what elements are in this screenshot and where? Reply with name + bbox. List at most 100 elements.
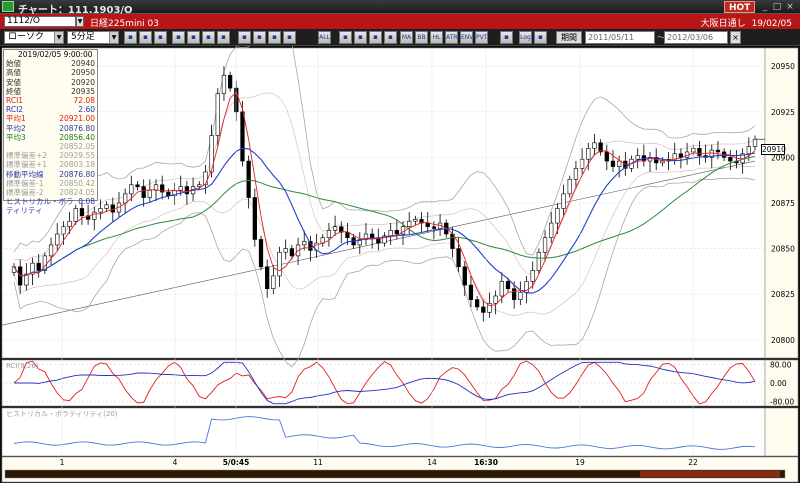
candle-body: [752, 138, 758, 147]
minimize-icon[interactable]: _: [762, 2, 768, 12]
chevron-down-icon[interactable]: ▼: [54, 32, 63, 43]
rci-tick: 0.00: [770, 379, 787, 388]
time-tick: 16:30: [474, 458, 498, 467]
tool-icon[interactable]: ▪: [500, 31, 513, 44]
info-label: 標準偏差-1: [6, 178, 44, 188]
candle-body: [481, 306, 486, 313]
list-icon[interactable]: ▪: [124, 31, 137, 44]
candle-body: [271, 275, 276, 290]
chevron-down-icon[interactable]: ▼: [76, 16, 84, 27]
info-row: 終値 20935: [4, 87, 97, 96]
candle-body: [234, 87, 239, 113]
price-tick: 20950: [771, 62, 795, 71]
scale-icon[interactable]: ▪: [534, 31, 547, 44]
hot-button[interactable]: HOT: [724, 1, 756, 13]
interval-select[interactable]: 5分足 ▼: [67, 31, 119, 44]
candle-body: [394, 230, 399, 235]
bb-icon[interactable]: BB: [415, 31, 428, 44]
info-row: 移動平均線 20876.80: [4, 170, 97, 179]
info-value: 20856.40: [59, 132, 95, 142]
candle-body: [123, 193, 128, 204]
color-icon[interactable]: ▪: [384, 31, 397, 44]
chart-type-select[interactable]: ローソク ▼: [4, 31, 64, 44]
time-tick: 1: [60, 458, 65, 467]
info-value: 2.60: [78, 105, 95, 115]
info-value: 20876.80: [59, 169, 95, 179]
chart-area[interactable]: 20950 20925 20900 20875 20850 20825 20800 80.00…: [0, 12, 800, 483]
from-date-field[interactable]: 2011/05/11: [585, 31, 655, 44]
zoom-out-icon[interactable]: ▪: [154, 31, 167, 44]
pen-icon[interactable]: ▪: [268, 31, 281, 44]
candle-body: [715, 149, 721, 153]
candle-body: [635, 155, 640, 160]
candle-body: [413, 219, 418, 222]
to-date-field[interactable]: 2012/03/06: [664, 31, 728, 44]
close-icon[interactable]: ×: [786, 2, 794, 12]
info-row: RCI2 2.60: [4, 105, 97, 114]
candle-body: [617, 160, 622, 167]
candle-body: [332, 226, 338, 231]
pattern-icon[interactable]: ▪: [354, 31, 367, 44]
current-price-label: 20910: [761, 144, 786, 155]
candle-body: [283, 248, 288, 253]
rci-axis-bg: [764, 359, 799, 407]
candle-body: [92, 211, 97, 220]
info-row: 標準偏差+1 20803.18: [4, 160, 97, 169]
title-bar: チャート：111.1903/O HOT _ □ ×: [0, 0, 800, 16]
line-icon[interactable]: ▪: [283, 31, 296, 44]
pvt-icon[interactable]: PVT: [475, 31, 488, 44]
atr-icon[interactable]: ATR: [445, 31, 458, 44]
candle-body: [512, 288, 517, 300]
chevron-down-icon[interactable]: ▼: [109, 32, 118, 43]
info-row: 標準偏差-2 20824.05: [4, 188, 97, 197]
zoom-in-icon[interactable]: ▪: [139, 31, 152, 44]
candle-body: [604, 151, 609, 162]
env-icon[interactable]: ENV: [460, 31, 473, 44]
info-label: ヒストリカル・ボラティリティ: [6, 197, 74, 216]
color-icon[interactable]: ▪: [369, 31, 382, 44]
info-label: RCI2: [6, 105, 24, 115]
grid-icon[interactable]: ▪: [217, 31, 230, 44]
candle-body: [660, 160, 665, 164]
log-icon[interactable]: Log: [519, 31, 532, 44]
candle-body: [363, 233, 369, 240]
candle-body: [592, 142, 597, 149]
ma3-line: [13, 155, 756, 277]
candle-body: [277, 251, 282, 277]
chart-svg[interactable]: 20950 20925 20900 20875 20850 20825 20800 80.00…: [0, 12, 800, 483]
hl-icon[interactable]: HL: [430, 31, 443, 44]
cursor-icon[interactable]: ▪: [253, 31, 266, 44]
clear-date-icon[interactable]: ×: [730, 31, 741, 44]
candle-body: [240, 111, 245, 162]
bars-icon[interactable]: ▪: [238, 31, 251, 44]
price-tick: 20825: [771, 290, 795, 299]
chart-type-value: ローソク: [8, 32, 45, 42]
candle-body: [505, 281, 511, 290]
chart-icon[interactable]: ▪: [202, 31, 215, 44]
chart-icon[interactable]: ▪: [172, 31, 185, 44]
candle-body: [221, 75, 227, 94]
candle-body: [462, 266, 467, 286]
arrows-icon[interactable]: ▪: [187, 31, 200, 44]
info-value: 20850.42: [59, 178, 95, 188]
candle-body: [166, 191, 171, 197]
maximize-icon[interactable]: □: [772, 2, 782, 12]
candle-body: [474, 299, 480, 308]
time-tick: 22: [688, 458, 698, 467]
candle-body: [73, 208, 78, 222]
price-tick: 20900: [771, 153, 795, 162]
delete-icon[interactable]: ALL: [318, 31, 331, 44]
period-button[interactable]: 期間: [556, 31, 582, 44]
candle-body: [203, 171, 208, 186]
pattern-icon[interactable]: ▪: [339, 31, 352, 44]
symbol-code-input[interactable]: 1112/O: [4, 16, 76, 27]
ma-icon[interactable]: MA: [400, 31, 413, 44]
candle-body: [24, 273, 29, 286]
info-value: 72.08: [73, 96, 95, 106]
ma2-line: [13, 147, 756, 294]
info-panel: 2019/02/05 9:00:00 始値 20940 高値 20950 安値 20920 終…: [3, 49, 98, 215]
bb-upper-2-line: [13, 12, 756, 256]
info-row: 20852.05: [4, 142, 97, 151]
exchange-label: 大阪日通し: [700, 19, 746, 29]
